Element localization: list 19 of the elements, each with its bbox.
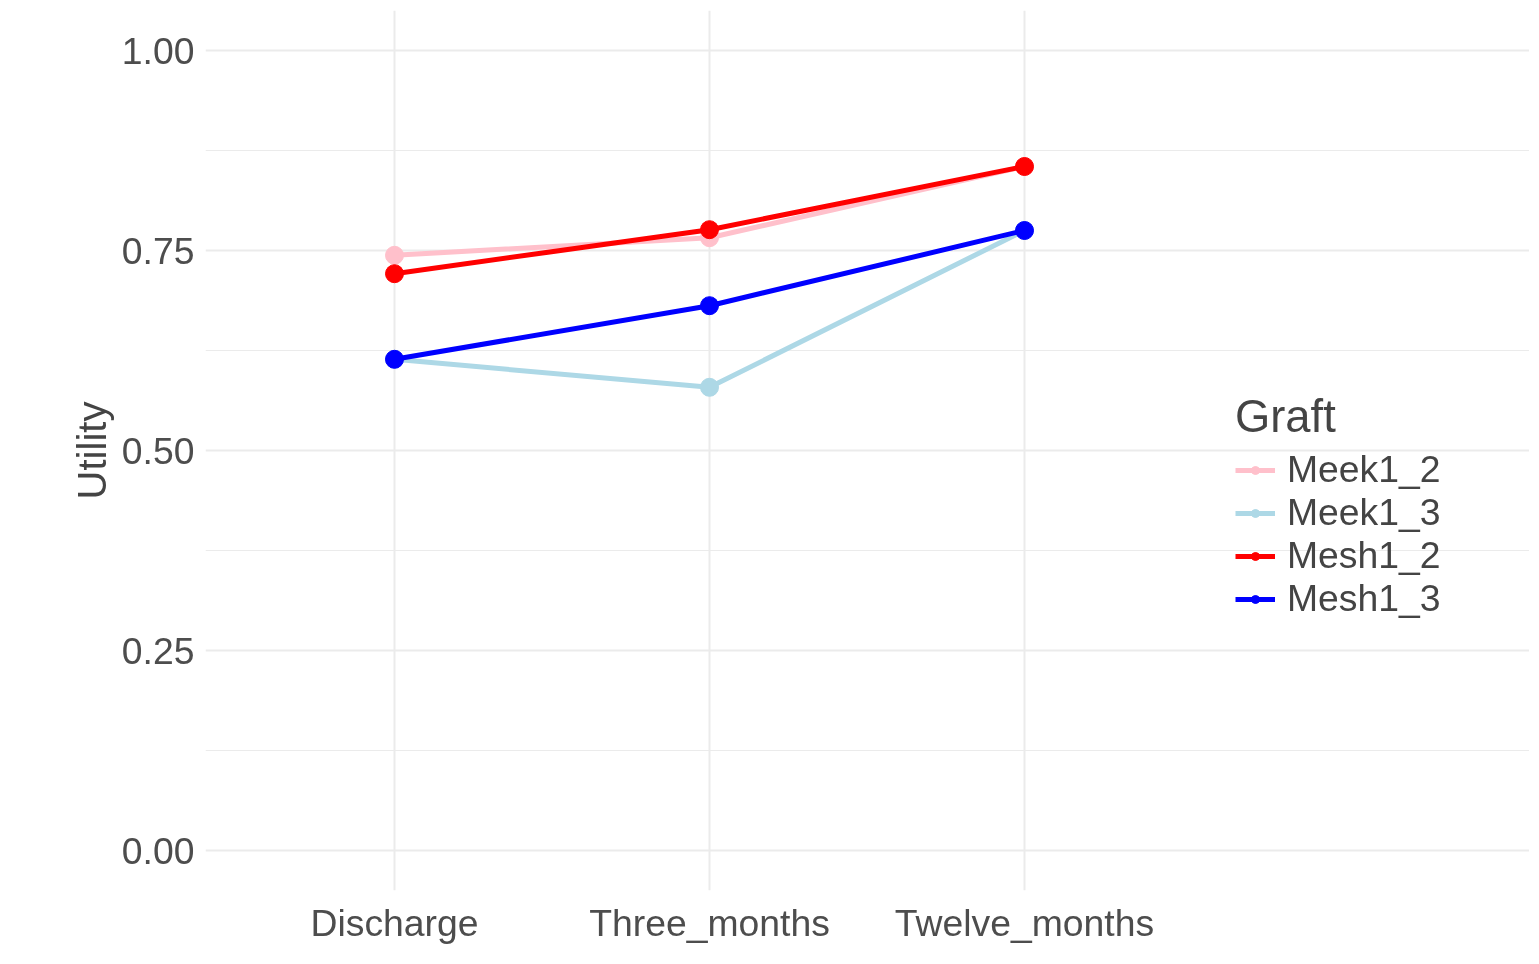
point (385, 264, 404, 284)
legend-title: Graft (1235, 391, 1337, 443)
point (700, 377, 719, 397)
x-tick-label: Discharge (310, 901, 479, 944)
legend-label: Meek1_2 (1287, 448, 1441, 491)
point (700, 220, 719, 240)
y-axis-title: Utility (69, 401, 114, 500)
y-tick-label: 1.00 (121, 29, 195, 72)
legend-label: Mesh1_2 (1287, 534, 1441, 577)
y-tick-label: 0.25 (121, 629, 195, 672)
x-tick-label: Three_months (589, 901, 830, 944)
point (385, 245, 404, 265)
legend-label: Meek1_3 (1287, 491, 1441, 534)
y-tick-label: 0.75 (121, 229, 195, 272)
y-tick-label: 0.50 (121, 429, 195, 472)
point (700, 296, 719, 316)
x-tick-label: Twelve_months (894, 901, 1155, 944)
y-tick-label: 0.00 (121, 829, 195, 872)
legend-label: Mesh1_3 (1287, 577, 1441, 620)
